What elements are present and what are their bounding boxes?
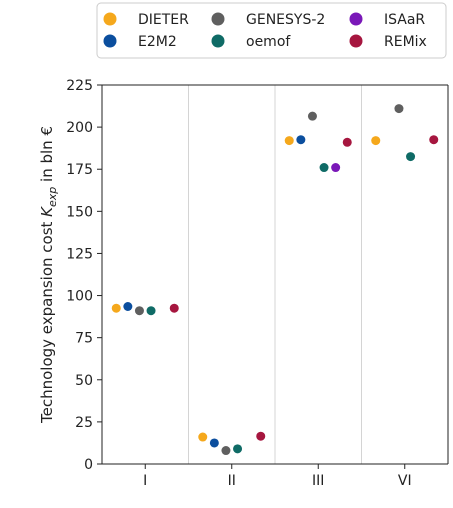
y-axis-title: Technology expansion cost Kexp in bln € [38, 126, 59, 424]
data-point [111, 303, 121, 313]
data-point [209, 438, 219, 448]
legend-item: ISAaR [349, 12, 425, 28]
legend-label: GENESYS-2 [246, 12, 325, 28]
legend-item: DIETER [103, 12, 189, 28]
data-point [123, 302, 133, 312]
legend-label: DIETER [138, 12, 189, 28]
legend-label: E2M2 [138, 34, 177, 50]
x-tick-label: II [228, 473, 236, 489]
y-axis-subscript: exp [46, 187, 59, 207]
legend-item: E2M2 [103, 34, 177, 50]
data-point [256, 431, 266, 441]
data-point [342, 137, 352, 147]
data-point [134, 306, 144, 316]
legend-label: ISAaR [384, 12, 425, 28]
data-point [233, 444, 243, 454]
data-point [394, 104, 404, 114]
legend-marker [103, 34, 117, 48]
legend-marker [211, 12, 225, 26]
y-tick-label: 25 [75, 415, 93, 431]
legend-marker [349, 34, 363, 48]
y-tick-label: 125 [66, 246, 93, 262]
legend-marker [349, 12, 363, 26]
data-point [406, 152, 416, 162]
y-axis-label-text: Technology expansion cost [38, 217, 56, 424]
data-point [221, 446, 231, 456]
data-point [296, 135, 306, 145]
y-axis-symbol: K [38, 206, 56, 217]
legend-item: GENESYS-2 [211, 12, 325, 28]
data-point [307, 111, 317, 121]
legend-label: oemof [246, 34, 291, 50]
data-point [284, 136, 294, 146]
data-point [319, 163, 329, 173]
y-tick-label: 100 [66, 289, 93, 305]
y-axis-unit: in bln € [38, 126, 56, 187]
y-tick-label: 75 [75, 331, 93, 347]
data-point [169, 303, 179, 313]
x-tick-label: VI [398, 473, 412, 489]
legend-label: REMix [384, 34, 427, 50]
y-tick-label: 225 [66, 78, 93, 94]
data-point [146, 306, 156, 316]
legend-marker [211, 34, 225, 48]
y-tick-label: 50 [75, 373, 93, 389]
data-point [371, 136, 381, 146]
legend: DIETER E2M2 GENESYS-2 oemof ISAaR REMix [96, 2, 447, 59]
x-tick-label: I [143, 473, 147, 489]
data-point [331, 163, 341, 173]
data-point [429, 135, 439, 145]
x-tick-label: III [312, 473, 324, 489]
y-tick-label: 175 [66, 162, 93, 178]
legend-marker [103, 12, 117, 26]
data-point [198, 432, 208, 442]
y-tick-label: 150 [66, 204, 93, 220]
y-tick-label: 0 [84, 457, 93, 473]
legend-item: REMix [349, 34, 427, 50]
y-tick-label: 200 [66, 120, 93, 136]
y-axis-label: Technology expansion cost Kexp in bln € [38, 126, 59, 424]
legend-item: oemof [211, 34, 291, 50]
